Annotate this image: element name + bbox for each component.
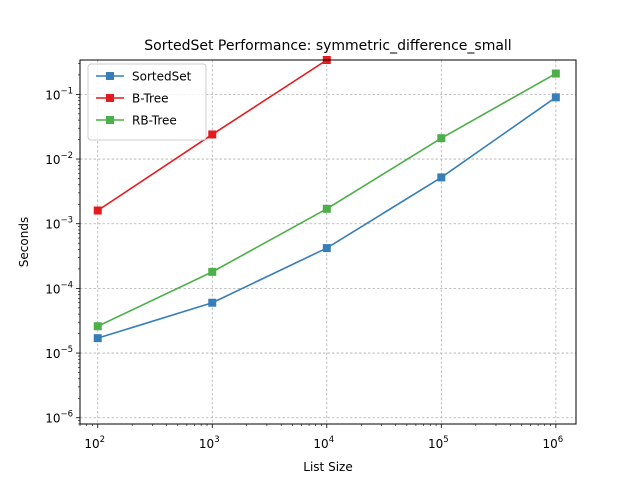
data-point-rb-tree [208,267,217,276]
series-sortedset [93,93,560,343]
legend-marker-b-tree [106,94,114,102]
x-tick-label-2: 104 [313,435,334,451]
y-tick-label-4: 10−2 [45,151,73,167]
y-tick-label-5: 10−1 [45,86,73,102]
plot-frame [79,59,577,425]
x-tick-label-0: 102 [84,435,105,451]
grid [80,60,576,424]
legend-marker-sortedset [106,72,114,80]
data-point-sortedset [208,298,217,307]
data-point-sortedset [93,334,102,343]
data-point-b-tree [208,130,217,139]
y-tick-label-2: 10−4 [45,280,73,296]
x-axis-label: List Size [303,460,352,474]
series-rb-tree [93,69,560,331]
y-tick-label-1: 10−5 [45,345,73,361]
y-tick-label-3: 10−3 [45,216,73,232]
y-tick-label-0: 10−6 [45,410,73,426]
legend: SortedSet B-Tree RB-Tree [87,63,207,141]
data-point-rb-tree [322,204,331,213]
x-tick-label-1: 103 [199,435,220,451]
data-point-rb-tree [93,322,102,331]
data-point-rb-tree [437,134,446,143]
data-point-b-tree [93,206,102,215]
legend-marker-rb-tree [106,116,114,124]
chart-title: SortedSet Performance: symmetric_differe… [144,38,511,54]
legend-label-b-tree: B-Tree [132,92,168,106]
data-point-sortedset [551,93,560,102]
data-point-sortedset [437,173,446,182]
x-tick-label-3: 105 [428,435,449,451]
data-point-rb-tree [551,69,560,78]
legend-label-sortedset: SortedSet [132,70,192,84]
data-point-sortedset [322,244,331,253]
legend-label-rb-tree: RB-Tree [132,114,177,128]
legend-box [87,63,207,141]
y-axis-label: Seconds [17,217,31,267]
axis-ticks: 102 103 104 105 106 10−6 10−5 10−4 10−3 10−2 10−1 [45,63,563,451]
x-tick-label-4: 106 [542,435,563,451]
